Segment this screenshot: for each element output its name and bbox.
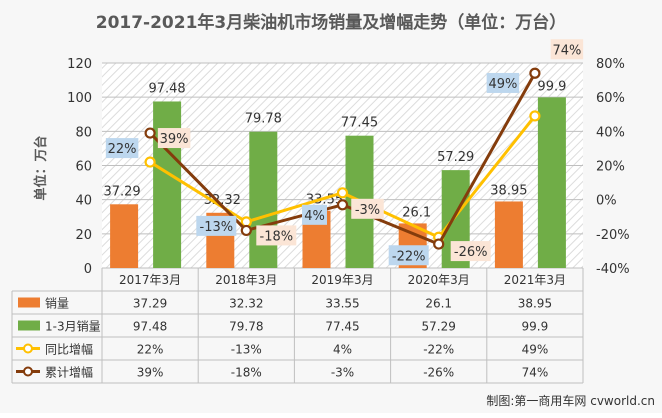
table-cell: -26% (423, 366, 454, 380)
line-value-label: 74% (552, 43, 581, 58)
chart-title: 2017-2021年3月柴油机市场销量及增幅走势（单位：万台） (96, 12, 567, 33)
y-tick-label: 0 (84, 262, 92, 277)
y2-tick-label: 0% (596, 194, 617, 209)
y2-tick-label: 20% (596, 160, 625, 175)
bar-cumulative (153, 101, 182, 268)
table-cell: -18% (231, 366, 262, 380)
line-value-label: -3% (355, 203, 380, 218)
bar-value-label: 97.48 (148, 81, 185, 96)
line-marker (529, 67, 541, 79)
y2-tick-label: 40% (596, 125, 625, 140)
x-tick-label: 2021年3月 (504, 273, 566, 287)
legend-label: 累计增幅 (45, 365, 93, 380)
line-label-box (196, 215, 237, 236)
line-marker (336, 199, 349, 211)
y2-tick-label: 80% (596, 57, 625, 72)
y2-tick-label: 60% (596, 91, 625, 106)
line-label-box (302, 204, 327, 225)
bar-monthly (110, 204, 139, 268)
legend-label: 1-3月销量 (45, 320, 101, 334)
table-cell: 26.1 (425, 297, 452, 311)
x-tick-label: 2017年3月 (119, 273, 181, 287)
legend-label: 同比增幅 (45, 342, 93, 357)
table-cell: 33.55 (325, 297, 359, 311)
bar-value-label: 38.95 (490, 183, 527, 198)
table-cell: 49% (522, 343, 549, 357)
table-cell: 37.29 (133, 297, 167, 311)
table-cell: 97.48 (133, 320, 167, 334)
y-tick-label: 120 (67, 57, 92, 72)
line-value-label: 4% (304, 209, 325, 224)
y2-tick-label: -20% (596, 228, 630, 243)
line-value-label: -26% (454, 245, 488, 260)
bar-value-label: 26.1 (402, 205, 431, 220)
table-cell: 22% (137, 343, 164, 357)
line-label-box (450, 241, 491, 262)
y-tick-label: 20 (75, 228, 92, 243)
y-tick-label: 80 (75, 125, 92, 140)
legend-swatch (18, 320, 40, 331)
table-cell: 74% (522, 366, 549, 380)
table-cell: 79.78 (229, 320, 263, 334)
table-cell: -13% (231, 343, 262, 357)
table-cell: -22% (423, 343, 454, 357)
line-marker (240, 224, 252, 237)
line-value-label: -22% (392, 249, 426, 264)
table-cell: 38.95 (518, 297, 552, 311)
bar-cumulative (249, 131, 278, 268)
line-label-box (550, 39, 584, 60)
x-tick-label: 2020年3月 (408, 273, 470, 287)
line-value-label: 49% (488, 77, 517, 92)
bar-value-label: 37.29 (103, 184, 140, 199)
line-value-label: -13% (200, 220, 234, 235)
legend-label: 销量 (45, 297, 69, 311)
line-marker (529, 110, 541, 122)
legend-marker (23, 366, 33, 377)
legend-swatch (18, 297, 40, 308)
table-cell: 32.32 (229, 297, 263, 311)
table-cell: 77.45 (325, 320, 359, 334)
source-note: 制图:第一商用车网 cvworld.cn (486, 393, 655, 408)
line-marker (144, 127, 156, 139)
y-tick-label: 60 (75, 160, 92, 175)
y-axis-label: 单位：万台 (33, 135, 49, 200)
table-cell: 57.29 (422, 320, 456, 334)
table-cell: 99.9 (522, 320, 549, 334)
y2-tick-label: -40% (596, 262, 630, 277)
x-tick-label: 2019年3月 (311, 273, 373, 287)
line-value-label: 22% (108, 142, 137, 157)
line-label-box (388, 245, 429, 266)
line-marker (336, 187, 349, 199)
line-label-box (157, 128, 191, 149)
table-cell: -3% (331, 366, 354, 380)
table-cell: 39% (137, 366, 164, 380)
line-value-label: 39% (160, 132, 189, 147)
line-value-label: -18% (260, 229, 294, 244)
bar-value-label: 99.9 (537, 79, 566, 94)
y-tick-label: 40 (75, 194, 92, 209)
bar-cumulative (537, 97, 566, 269)
line-label-box (486, 72, 520, 93)
line-marker (433, 238, 445, 250)
line-label-box (351, 198, 384, 219)
bar-monthly (494, 201, 523, 268)
bar-value-label: 77.45 (341, 116, 378, 131)
bar-value-label: 57.29 (437, 150, 474, 165)
x-tick-label: 2018年3月 (215, 273, 277, 287)
y-tick-label: 100 (67, 91, 92, 106)
line-label-box (256, 225, 297, 246)
line-label-box (105, 138, 139, 159)
table-cell: 4% (333, 343, 352, 357)
bar-value-label: 79.78 (245, 112, 282, 127)
line-marker (144, 156, 156, 168)
legend-marker (23, 343, 33, 354)
